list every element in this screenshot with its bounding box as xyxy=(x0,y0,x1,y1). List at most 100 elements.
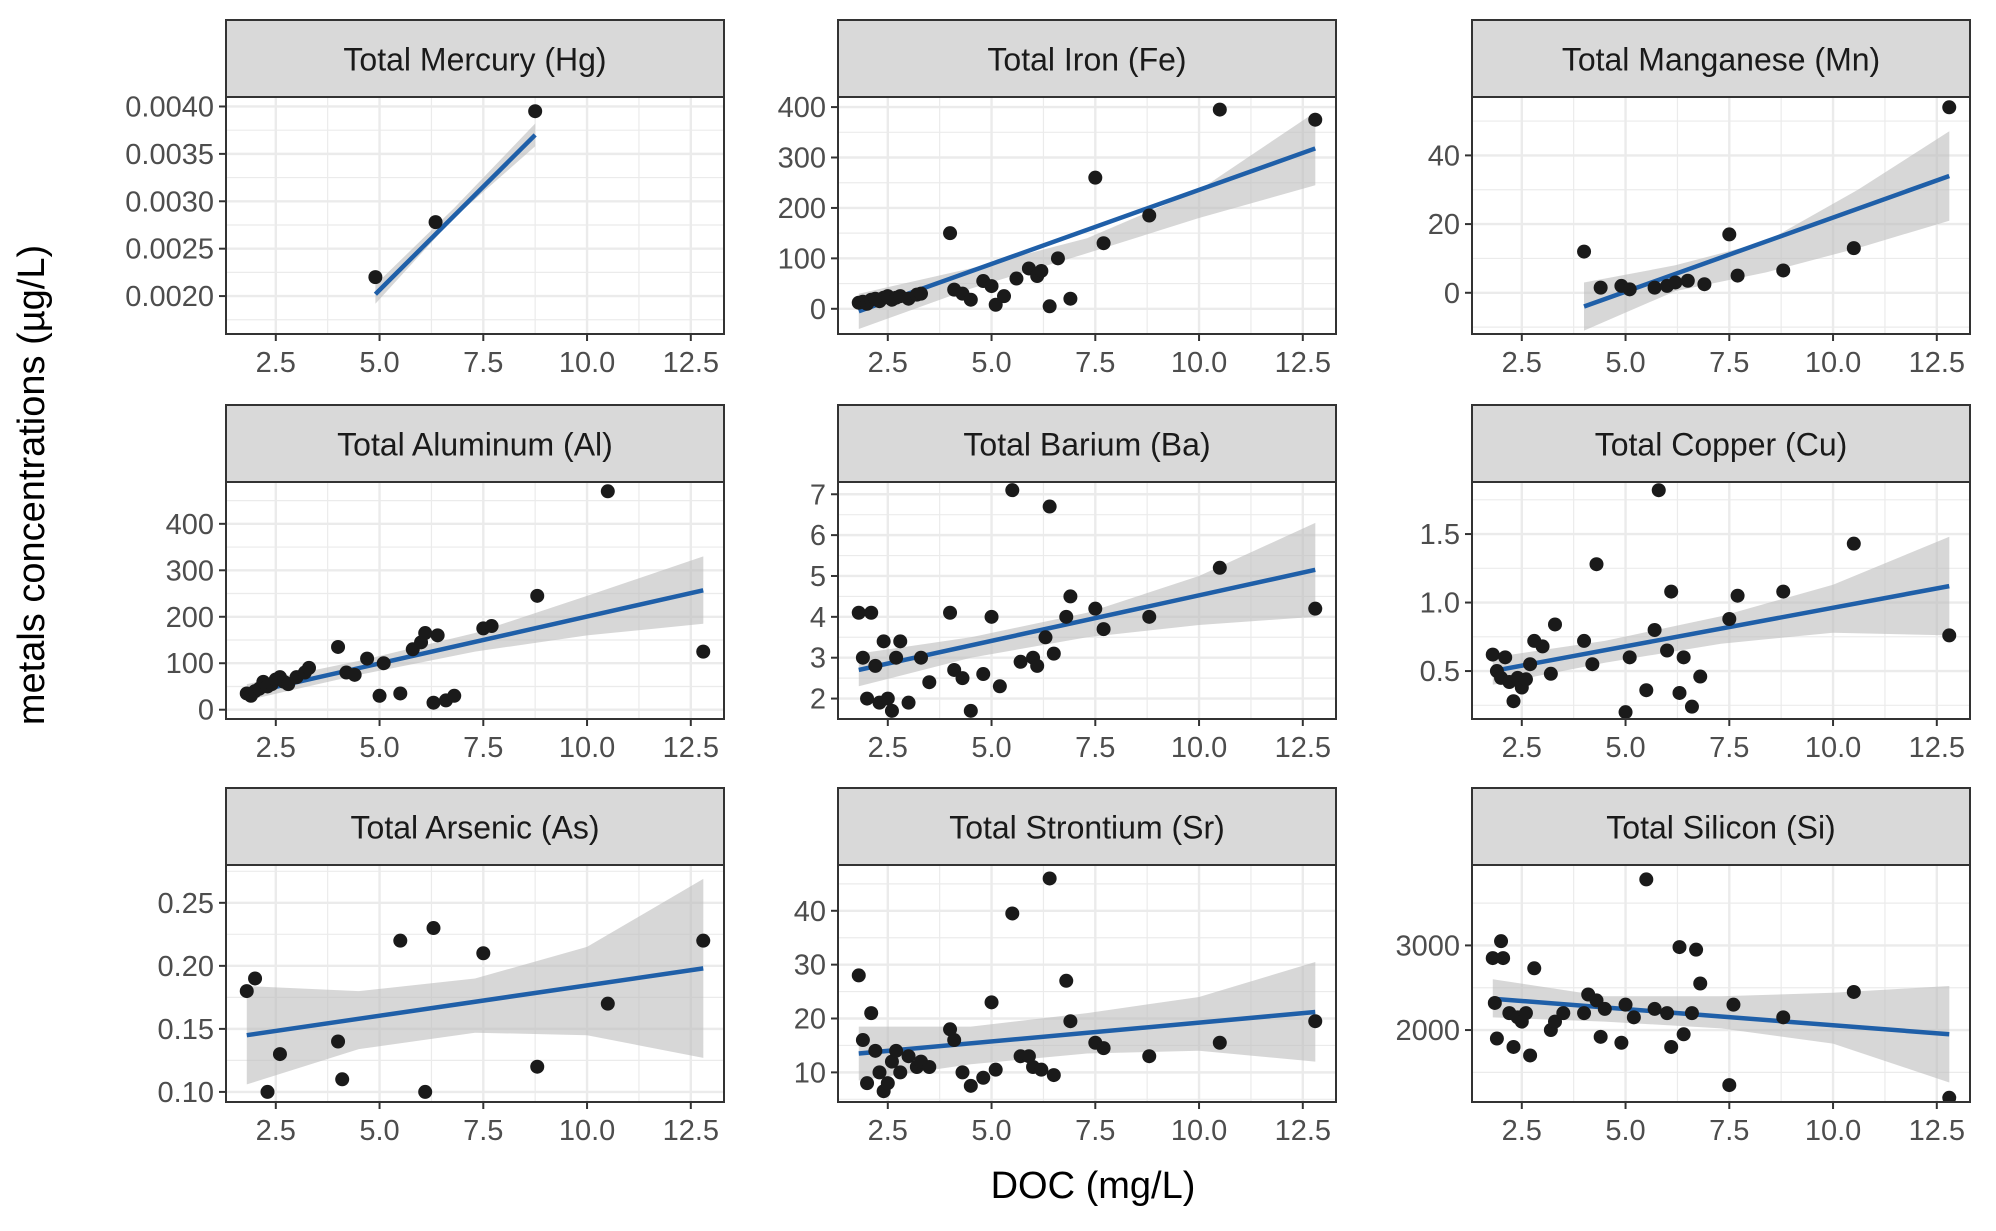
facet-panel: Total Barium (Ba) 2.5 5.0 7.5 10.0 12.5 2 3 4 5 6 7 xyxy=(810,404,1337,764)
facet-title: Total Iron (Fe) xyxy=(987,42,1186,78)
plot-background xyxy=(226,97,724,334)
panel-border xyxy=(225,96,725,335)
data-point xyxy=(1059,609,1074,624)
data-point xyxy=(860,691,875,706)
y-tick-label: 0 xyxy=(198,695,214,727)
x-tick-label: 7.5 xyxy=(463,347,503,379)
facet-title: Total Mercury (Hg) xyxy=(343,42,606,78)
data-point xyxy=(976,667,991,682)
data-point xyxy=(976,1070,991,1085)
regression-line xyxy=(858,567,1316,673)
data-point xyxy=(1597,1001,1612,1016)
data-point xyxy=(988,1062,1003,1077)
data-point xyxy=(331,1034,346,1049)
data-point xyxy=(1622,650,1637,665)
data-point xyxy=(1639,683,1654,698)
data-point xyxy=(1726,997,1741,1012)
facet-title: Total Barium (Ba) xyxy=(963,427,1210,463)
y-tick-label: 5 xyxy=(810,561,826,593)
confidence-band xyxy=(858,962,1316,1081)
x-tick-label: 5.0 xyxy=(359,347,399,379)
data-point xyxy=(1487,995,1502,1010)
y-tick-label: 0.0020 xyxy=(125,281,214,313)
data-point xyxy=(1543,666,1558,681)
facet-strip xyxy=(1471,404,1971,483)
data-layer xyxy=(1577,100,1957,331)
data-point xyxy=(922,1059,937,1074)
data-point xyxy=(1942,628,1957,643)
data-point xyxy=(1489,1031,1504,1046)
data-point xyxy=(868,658,883,673)
y-tick-label: 30 xyxy=(794,950,826,982)
facet-title: Total Strontium (Sr) xyxy=(949,810,1225,846)
facet-panel: Total Arsenic (As) 2.5 5.0 7.5 10.0 12.5 0.10 0… xyxy=(158,787,725,1147)
data-layer xyxy=(1485,483,1957,719)
data-point xyxy=(347,667,362,682)
data-point xyxy=(696,644,711,659)
data-point xyxy=(963,292,978,307)
x-tick-label: 12.5 xyxy=(1275,347,1331,379)
x-tick-label: 7.5 xyxy=(463,732,503,764)
facet-panels: Total Mercury (Hg) 2.5 5.0 7.5 10.0 12.5 0.002… xyxy=(125,19,1971,1147)
data-point xyxy=(1046,1068,1061,1083)
data-point xyxy=(1212,560,1227,575)
y-tick-label: 20 xyxy=(794,1004,826,1036)
data-point xyxy=(600,484,615,499)
data-point xyxy=(1042,499,1057,514)
data-point xyxy=(1063,291,1078,306)
data-point xyxy=(1021,1049,1036,1064)
data-point xyxy=(1050,251,1065,266)
data-point xyxy=(1063,1014,1078,1029)
data-point xyxy=(1846,536,1861,551)
data-point xyxy=(1684,1006,1699,1021)
x-tick-label: 10.0 xyxy=(1171,1115,1227,1147)
x-tick-label: 5.0 xyxy=(971,1115,1011,1147)
data-point xyxy=(1730,268,1745,283)
data-point xyxy=(1689,942,1704,957)
data-point xyxy=(884,703,899,718)
y-axis-title: metals concentrations (µg/L) xyxy=(11,245,53,725)
data-point xyxy=(1042,871,1057,886)
data-point xyxy=(376,656,391,671)
data-point xyxy=(955,671,970,686)
data-point xyxy=(1013,654,1028,669)
data-point xyxy=(955,1065,970,1080)
data-point xyxy=(880,691,895,706)
data-layer xyxy=(851,483,1323,718)
facet-strip xyxy=(225,404,725,483)
data-point xyxy=(864,605,879,620)
y-tick-label: 20 xyxy=(1428,209,1460,241)
facet-title: Total Silicon (Si) xyxy=(1606,810,1835,846)
facet-panel: Total Strontium (Sr) 2.5 5.0 7.5 10.0 12.5 10 2… xyxy=(794,787,1337,1147)
y-tick-label: 0.15 xyxy=(158,1014,214,1046)
facet-strip xyxy=(225,787,725,866)
data-point xyxy=(1647,1001,1662,1016)
data-point xyxy=(914,286,928,301)
x-tick-label: 5.0 xyxy=(1605,732,1645,764)
data-point xyxy=(1535,639,1550,654)
data-point xyxy=(1577,244,1592,259)
data-point xyxy=(1693,976,1708,991)
data-point xyxy=(1693,669,1708,684)
data-point xyxy=(922,675,937,690)
x-tick-label: 2.5 xyxy=(1502,347,1542,379)
data-point xyxy=(1722,611,1737,626)
facet-title: Total Arsenic (As) xyxy=(351,810,600,846)
y-tick-label: 200 xyxy=(166,602,214,634)
facet-strip xyxy=(837,404,1337,483)
data-point xyxy=(1556,1006,1571,1021)
data-point xyxy=(851,605,866,620)
data-point xyxy=(914,650,928,665)
data-point xyxy=(1308,112,1323,127)
x-tick-label: 5.0 xyxy=(359,1115,399,1147)
data-point xyxy=(1212,102,1227,117)
data-point xyxy=(855,1033,870,1048)
data-point xyxy=(1005,906,1020,921)
data-point xyxy=(372,688,387,703)
x-tick-label: 5.0 xyxy=(1605,1115,1645,1147)
data-layer xyxy=(368,104,543,304)
y-tick-label: 10 xyxy=(794,1057,826,1089)
data-point xyxy=(418,626,433,641)
y-tick-label: 0.20 xyxy=(158,951,214,983)
y-tick-label: 100 xyxy=(778,243,826,275)
